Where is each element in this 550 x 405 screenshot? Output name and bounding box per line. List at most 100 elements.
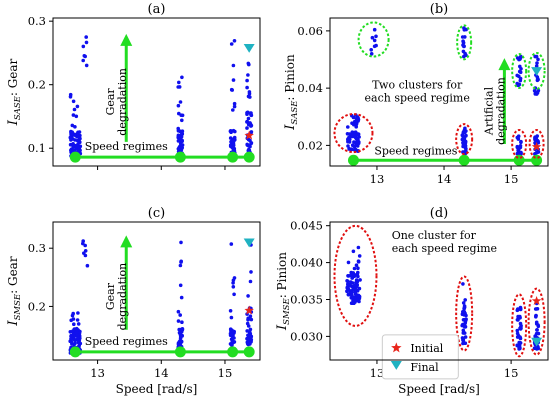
data-point	[515, 328, 520, 333]
legend-initial-label: Initial	[410, 342, 443, 355]
data-point	[76, 130, 80, 135]
data-point	[248, 279, 253, 284]
degradation-label-b: Artificialdegradation	[482, 77, 507, 145]
data-point	[176, 147, 181, 151]
data-point	[518, 314, 522, 319]
data-point	[461, 144, 465, 149]
data-point	[350, 281, 355, 285]
initial-marker-d	[531, 295, 542, 306]
data-point	[535, 76, 540, 81]
panel-c: (c) 13 14 15 0.2 0.3 ISMSE: Gear Speed [rad/s] S…	[6, 206, 261, 396]
data-point	[249, 124, 253, 128]
data-point	[84, 63, 89, 68]
data-point	[464, 133, 468, 138]
data-point	[516, 134, 521, 138]
data-point	[461, 331, 466, 335]
data-point	[231, 78, 236, 82]
data-point	[350, 130, 355, 134]
y-axis-label-b: ISASE: Pinion	[283, 54, 300, 131]
data-point	[374, 34, 378, 39]
y-tick-label-c-1: 0.3	[28, 241, 46, 255]
data-point	[517, 69, 522, 74]
x-tick-label-c-0: 13	[90, 366, 105, 380]
axes-frame-c	[52, 221, 261, 361]
data-point	[75, 104, 80, 109]
x-tick-label-c-2: 15	[218, 366, 233, 380]
data-point	[178, 141, 183, 146]
data-point	[178, 283, 183, 288]
data-point	[354, 263, 359, 268]
data-point	[75, 337, 79, 342]
data-point	[231, 128, 236, 133]
data-point	[534, 320, 539, 325]
data-point	[246, 294, 250, 298]
data-point	[69, 334, 73, 339]
data-point	[247, 333, 251, 337]
data-point	[77, 340, 82, 345]
data-point	[70, 313, 75, 318]
data-point	[232, 101, 237, 106]
data-point	[231, 148, 236, 152]
data-point	[532, 88, 537, 93]
data-point	[246, 73, 250, 77]
data-point	[71, 332, 76, 337]
regime-marker-b-2	[513, 154, 525, 166]
data-point	[228, 129, 233, 134]
speed-regimes-label-c: Speed regimes	[85, 335, 168, 348]
data-point	[228, 309, 233, 313]
data-point	[228, 143, 233, 147]
data-point	[245, 329, 249, 333]
data-point	[518, 306, 523, 311]
cluster-ellipse-red-d-0	[333, 224, 378, 327]
data-point	[84, 35, 88, 39]
data-point	[370, 35, 375, 40]
degradation-label-c: Geardegradation	[104, 263, 129, 331]
data-point	[463, 298, 468, 302]
data-point	[372, 27, 377, 32]
data-point	[84, 40, 89, 45]
data-point	[518, 326, 522, 331]
data-point	[71, 143, 75, 148]
y-tick-label-d-0: 0.030	[290, 329, 323, 343]
cluster-ellipse-red-1	[455, 123, 474, 156]
data-point	[350, 143, 355, 147]
data-point	[518, 64, 522, 69]
data-point	[78, 136, 82, 141]
cluster-ellipse-red-d-2	[511, 293, 528, 358]
data-point	[461, 301, 466, 305]
data-point	[231, 281, 235, 285]
data-point	[180, 118, 184, 123]
data-point	[68, 92, 73, 97]
final-marker-a	[243, 44, 255, 53]
x-axis-label-c: Speed [rad/s]	[116, 382, 198, 396]
panel-title-a: (a)	[148, 2, 166, 17]
data-point	[248, 327, 253, 332]
data-point	[245, 340, 250, 345]
data-point	[463, 51, 467, 56]
data-point	[81, 44, 86, 49]
data-point	[245, 85, 249, 90]
regime-marker-a-0	[69, 151, 81, 163]
data-point	[69, 318, 73, 323]
data-point	[369, 52, 374, 56]
data-point	[83, 249, 88, 253]
degradation-label-a: Geardegradation	[104, 68, 129, 136]
plot-area-d	[345, 245, 541, 351]
data-point	[76, 311, 80, 315]
data-point	[352, 148, 357, 152]
data-point	[231, 63, 236, 68]
data-point	[533, 307, 538, 311]
panel-b: (b) 13 14 15 0.02 0.04 0.06 ISASE: Pinion Speed …	[283, 2, 549, 186]
y-tick-label-c-0: 0.2	[28, 299, 46, 313]
data-point	[356, 259, 361, 264]
data-point	[70, 123, 75, 128]
data-point	[81, 239, 85, 243]
data-point	[245, 321, 250, 326]
data-point	[180, 113, 185, 118]
data-point	[179, 135, 184, 139]
data-point	[246, 121, 251, 125]
data-point	[461, 322, 465, 327]
y-tick-label-b-2: 0.06	[297, 24, 323, 38]
